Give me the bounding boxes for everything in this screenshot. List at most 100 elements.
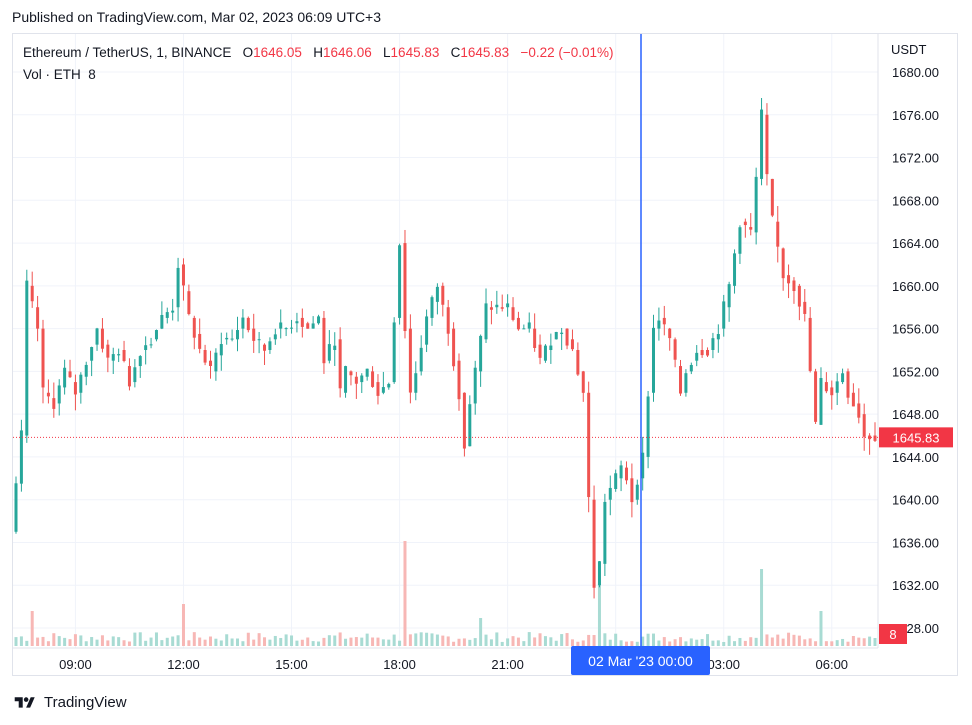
candle-body [408, 328, 412, 393]
candle-body [554, 331, 558, 340]
volume-bar [111, 636, 115, 646]
candle-body [241, 317, 245, 329]
candle-body [333, 345, 337, 350]
volume-bar [187, 640, 191, 646]
ohlc-legend: Ethereum / TetherUS, 1, BINANCE O1646.05… [23, 45, 614, 60]
candle-body [327, 344, 331, 361]
candle-body [533, 328, 537, 348]
candle-body [619, 465, 623, 479]
volume-bar [322, 637, 326, 646]
symbol-title[interactable]: Ethereum / TetherUS, 1, BINANCE [23, 45, 232, 60]
volume-bar [657, 640, 661, 646]
volume-bar [851, 635, 855, 646]
candle-body [830, 387, 834, 396]
volume-bar [770, 637, 774, 646]
candle-body [760, 109, 764, 179]
candle-body [624, 467, 628, 481]
candle-body [706, 350, 710, 356]
volume-bar [814, 641, 818, 646]
volume-bar [414, 633, 418, 646]
candle-body [581, 371, 585, 393]
candle-body [36, 307, 40, 329]
time-tick-label: 03:00 [707, 657, 740, 672]
volume-bar [317, 641, 321, 646]
candle-body [743, 221, 747, 226]
footer-brand[interactable]: TradingView [12, 694, 127, 711]
volume-bar [711, 640, 715, 646]
candle-body [127, 366, 131, 387]
volume-bar [430, 633, 434, 646]
candle-body [257, 339, 261, 341]
volume-bar [446, 636, 450, 646]
volume-bar [662, 637, 666, 646]
candle-body [662, 317, 666, 325]
candle-body [219, 344, 223, 356]
volume-bar [100, 635, 104, 646]
candle-body [419, 347, 423, 372]
crosshair-time-badge [571, 646, 710, 675]
volume-bar [862, 638, 866, 646]
candle-body [144, 345, 148, 350]
candle-body [181, 264, 185, 286]
volume-bar [360, 637, 364, 646]
candle-body [430, 297, 434, 318]
volume-label[interactable]: Vol · ETH [23, 67, 81, 82]
candle-body [738, 227, 742, 254]
volume-bar [30, 611, 34, 646]
candle-body [138, 356, 142, 367]
volume-bar [241, 641, 245, 646]
candle-body [457, 360, 461, 400]
candle-body [570, 339, 574, 350]
volume-bar [776, 634, 780, 646]
volume-bar [279, 637, 283, 646]
candle-body [246, 317, 250, 331]
volume-bar [192, 632, 196, 646]
candle-body [684, 373, 688, 393]
volume-bar [138, 632, 142, 646]
price-tick-label: 1652.00 [892, 364, 939, 379]
candle-body [673, 339, 677, 360]
price-tick-label: 1656.00 [892, 322, 939, 337]
volume-bar [873, 638, 877, 646]
volume-bar [181, 604, 185, 646]
volume-bar [160, 640, 164, 646]
candle-body [171, 310, 175, 313]
candle-body [597, 561, 601, 586]
candle-body [689, 364, 693, 372]
candle-body [527, 322, 531, 329]
volume-bar [700, 639, 704, 646]
candle-body [100, 328, 104, 349]
candle-body [230, 338, 234, 340]
volume-bar [133, 632, 137, 646]
time-tick-label: 21:00 [491, 657, 524, 672]
candle-body [322, 317, 326, 364]
candle-body [516, 317, 520, 330]
candle-body [603, 501, 607, 564]
candle-body [376, 382, 380, 396]
candle-body [489, 307, 493, 310]
price-tick-label: 1668.00 [892, 193, 939, 208]
volume-bar [73, 634, 77, 646]
volume-bar [457, 638, 461, 646]
volume-bar [630, 641, 634, 646]
volume-bar [673, 639, 677, 646]
volume-bar [149, 637, 153, 646]
volume-bar [462, 638, 466, 646]
volume-bar [706, 634, 710, 646]
candle-body [273, 334, 277, 340]
volume-bar [127, 641, 131, 646]
price-tick-label: 1664.00 [892, 236, 939, 251]
volume-bar [57, 636, 61, 646]
volume-bar [527, 632, 531, 646]
volume-bar [236, 638, 240, 646]
candle-body [630, 478, 634, 503]
candle-body [208, 360, 212, 366]
candle-body [165, 312, 169, 318]
candle-body [381, 387, 385, 393]
volume-bar [749, 637, 753, 646]
volume-bar [533, 637, 537, 646]
candle-body [576, 350, 580, 375]
high-value: 1646.06 [322, 45, 372, 60]
candle-body [290, 327, 294, 329]
